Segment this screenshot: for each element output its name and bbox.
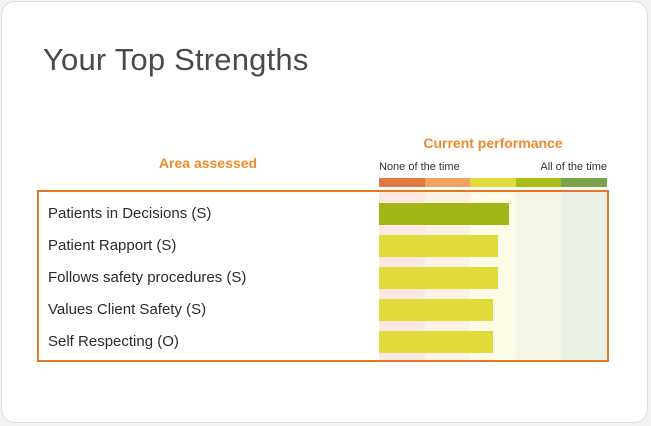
scale-segment-2 [424, 178, 471, 187]
performance-scale-strip [379, 178, 607, 187]
performance-bar [379, 235, 498, 257]
performance-bar [379, 331, 493, 353]
category-label: Values Client Safety (S) [48, 301, 207, 318]
chart-title: Current performance [423, 135, 563, 151]
area-assessed-header: Area assessed [158, 155, 258, 171]
category-label: Follows safety procedures (S) [48, 269, 247, 286]
scale-segment-1 [379, 178, 425, 187]
scale-segment-5 [561, 178, 607, 187]
category-label: Patients in Decisions (S) [48, 205, 212, 222]
scale-segment-3 [470, 178, 516, 187]
scale-segment-4 [515, 178, 562, 187]
scale-label-none: None of the time [379, 161, 460, 173]
category-label: Patient Rapport (S) [48, 237, 177, 254]
performance-band-5 [561, 192, 607, 360]
performance-bar [379, 267, 498, 289]
performance-bar [379, 299, 493, 321]
page-title: Your Top Strengths [43, 42, 309, 77]
performance-bar [379, 203, 509, 225]
strengths-frame [37, 190, 609, 362]
category-label: Self Respecting (O) [48, 333, 179, 350]
performance-band-4 [515, 192, 562, 360]
scale-label-all: All of the time [540, 161, 607, 173]
